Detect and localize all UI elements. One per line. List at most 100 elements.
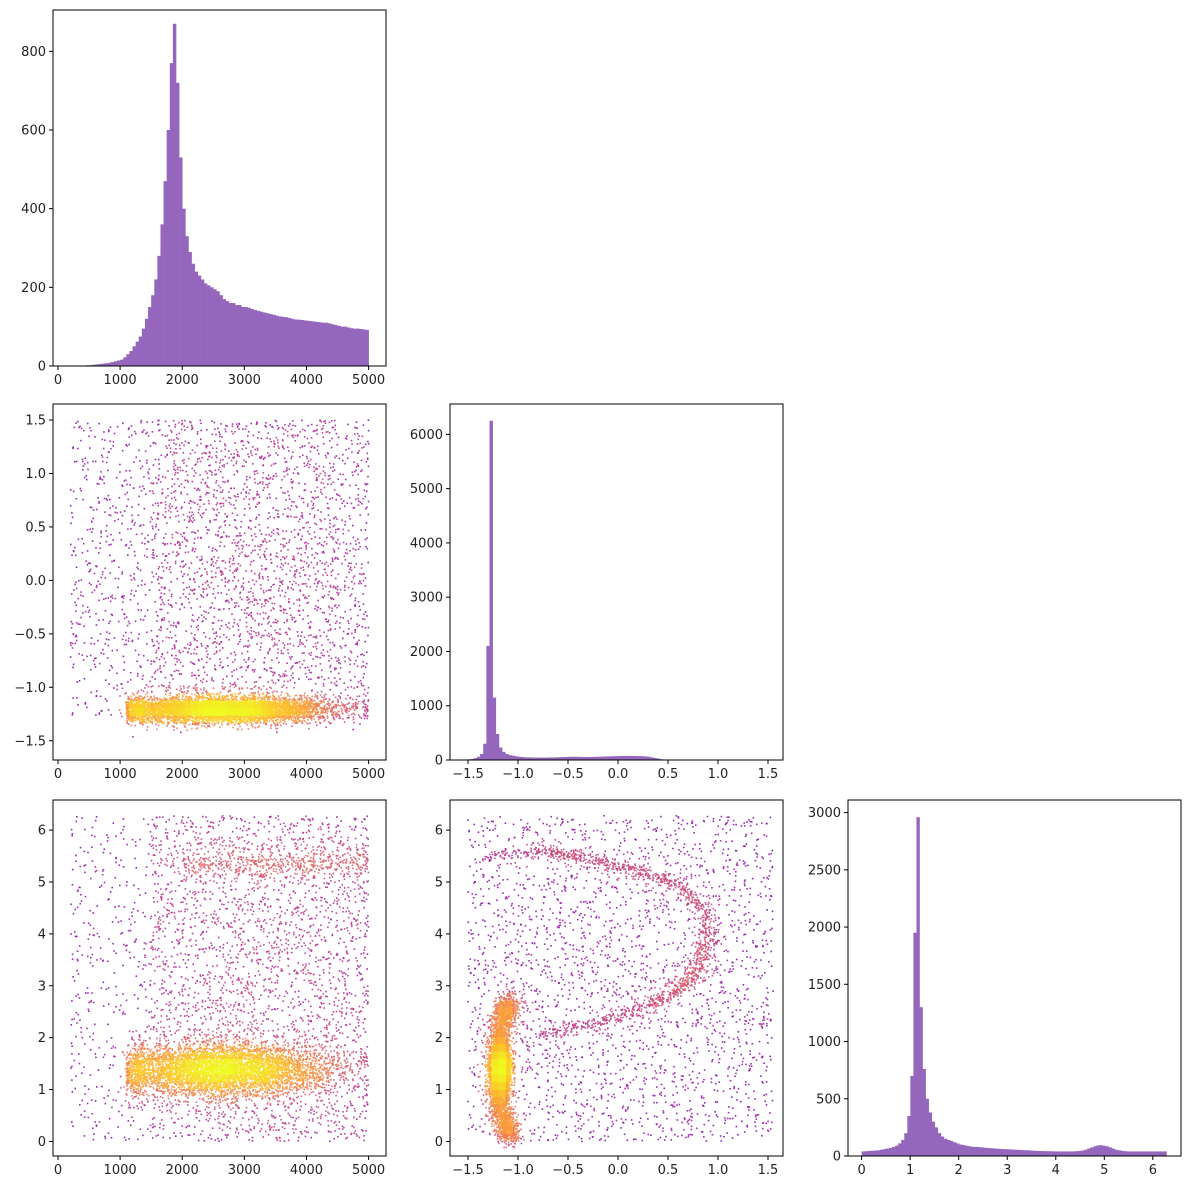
scatter-point [213,641,215,643]
scatter-point [351,581,353,583]
scatter-point [236,623,239,625]
scatter-point [276,643,278,646]
scatter-point [301,708,303,711]
scatter-point [196,694,199,697]
scatter-point [154,502,157,505]
scatter-point [334,531,337,534]
histogram-bar [318,322,323,366]
scatter-point [90,506,93,509]
scatter-point [297,707,299,710]
histogram-bar [356,328,360,366]
scatter-point [289,570,292,572]
scatter-point [128,622,131,625]
scatter-point [193,475,195,477]
scatter-point [302,454,304,457]
scatter-point [163,721,165,724]
scatter-point [118,496,121,499]
scatter-point [282,700,284,702]
scatter-point [336,606,338,609]
scatter-point [334,628,337,630]
scatter-point [182,665,184,667]
scatter-point [246,599,249,601]
scatter-point [168,681,171,684]
scatter-point [154,703,157,705]
scatter-point [200,688,202,691]
scatter-point [190,653,192,655]
scatter-point [255,423,258,426]
scatter-point [211,622,214,624]
scatter-point [354,603,356,606]
scatter-point [209,464,211,466]
scatter-point [239,691,241,694]
scatter-point [146,659,149,662]
scatter-point [227,691,230,693]
scatter-point [224,524,227,526]
scatter-point [291,713,294,715]
scatter-point [342,617,344,619]
scatter-point [279,707,281,709]
scatter-point [200,537,202,540]
scatter-point [207,653,209,656]
scatter-point [180,673,183,675]
scatter-point [341,704,343,706]
scatter-point [334,622,337,624]
scatter-point [159,665,161,667]
scatter-point [331,701,333,704]
scatter-point [259,697,262,699]
scatter-point [280,550,282,552]
scatter-point [248,544,250,547]
scatter-point [196,646,199,649]
scatter-point [253,604,255,606]
scatter-point [88,570,90,573]
scatter-point [248,503,250,506]
scatter-point [335,703,338,706]
scatter-point [287,507,289,509]
histogram-bar [222,299,227,366]
scatter-point [239,532,241,534]
scatter-point [96,565,98,568]
scatter-point [222,458,224,461]
scatter-point [221,491,223,493]
scatter-point [286,612,288,615]
scatter-point [219,470,222,473]
scatter-point [102,460,104,463]
scatter-point [131,521,133,523]
scatter-point [193,487,196,490]
scatter-point [307,530,309,533]
scatter-point [321,654,324,657]
scatter-point [315,637,318,639]
scatter-point [102,653,105,655]
scatter-point [245,555,248,558]
scatter-point [297,532,300,535]
scatter-point [166,561,169,564]
scatter-point [160,707,162,709]
scatter-point [356,695,359,698]
scatter-point [195,463,197,465]
scatter-point [219,486,222,489]
scatter-point [202,512,205,514]
scatter-point [81,537,83,540]
scatter-point [304,645,306,648]
scatter-point [335,587,337,590]
scatter-point [210,570,213,573]
scatter-point [303,435,306,438]
scatter-point [184,722,187,725]
scatter-point [332,470,334,472]
scatter-point [185,470,187,473]
scatter-point [354,597,357,600]
scatter-point [318,453,320,455]
scatter-point [155,573,158,575]
scatter-point [350,593,353,595]
scatter-point [108,514,110,516]
scatter-point [258,622,260,625]
scatter-point [249,476,251,479]
scatter-point [273,672,276,675]
scatter-point [321,712,323,714]
scatter-point [191,693,193,695]
scatter-point [177,718,180,720]
scatter-point [310,703,312,705]
scatter-point [326,580,329,583]
scatter-point [163,685,165,687]
scatter-point [179,447,181,450]
scatter-point [328,660,330,662]
